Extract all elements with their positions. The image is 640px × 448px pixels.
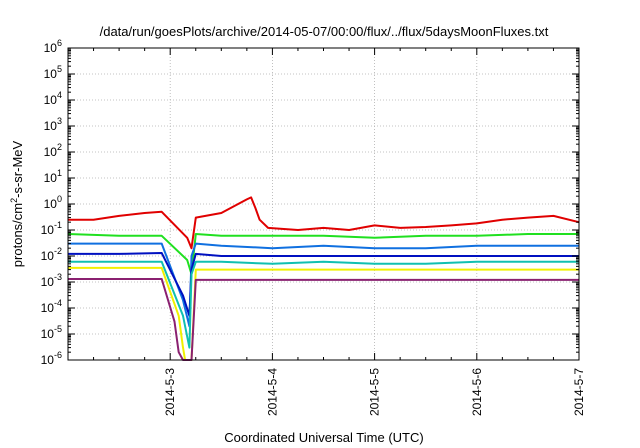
x-tick-label: 2014-5-7: [572, 368, 586, 416]
series-line-2: [67, 233, 579, 276]
x-axis-title: Coordinated Universal Time (UTC): [224, 430, 423, 445]
y-axis-title-base: protons/cm: [10, 203, 25, 267]
y-tick-label: 10-2: [41, 246, 62, 263]
x-axis: 2014-5-3 2014-5-4 2014-5-5 2014-5-6 2014-5-7: [67, 48, 586, 416]
series-line-6: [68, 266, 579, 361]
y-tick-label: 10-6: [41, 350, 62, 367]
y-axis-title-rest: -s-sr-MeV: [10, 140, 25, 197]
x-tick-label: 2014-5-6: [470, 368, 484, 416]
grid: [68, 48, 579, 360]
chart-title: /data/run/goesPlots/archive/2014-05-07/0…: [100, 24, 549, 39]
y-tick-label: 10-4: [41, 298, 62, 315]
y-tick-label: 102: [44, 142, 62, 159]
y-tick-label: 101: [44, 168, 62, 185]
y-tick-label: 100: [44, 194, 62, 211]
series-line-3: [68, 242, 579, 328]
y-axis-title: protons/cm2-s-sr-MeV: [9, 140, 25, 267]
y-tick-label: 104: [44, 90, 62, 107]
x-tick-label: 2014-5-4: [265, 368, 279, 416]
series-line-4: [68, 252, 579, 317]
y-tick-label: 103: [44, 116, 62, 133]
y-axis-title-sup: 2: [9, 198, 19, 203]
y-axis: 10-6 10-5 10-4 10-3 10-2 10-1 100 101 102 103 104 1…: [41, 38, 579, 367]
series-line-5: [68, 260, 579, 349]
y-tick-label: 106: [44, 38, 62, 55]
y-tick-label: 10-3: [41, 272, 62, 289]
y-tick-label: 10-5: [41, 324, 62, 341]
series-line-1: [68, 196, 580, 250]
y-tick-label: 105: [44, 64, 62, 81]
x-tick-label: 2014-5-5: [368, 368, 382, 416]
x-tick-label: 2014-5-3: [163, 368, 177, 416]
series-line-7: [68, 278, 579, 361]
series-layer: [67, 196, 580, 361]
y-tick-label: 10-1: [41, 220, 62, 237]
